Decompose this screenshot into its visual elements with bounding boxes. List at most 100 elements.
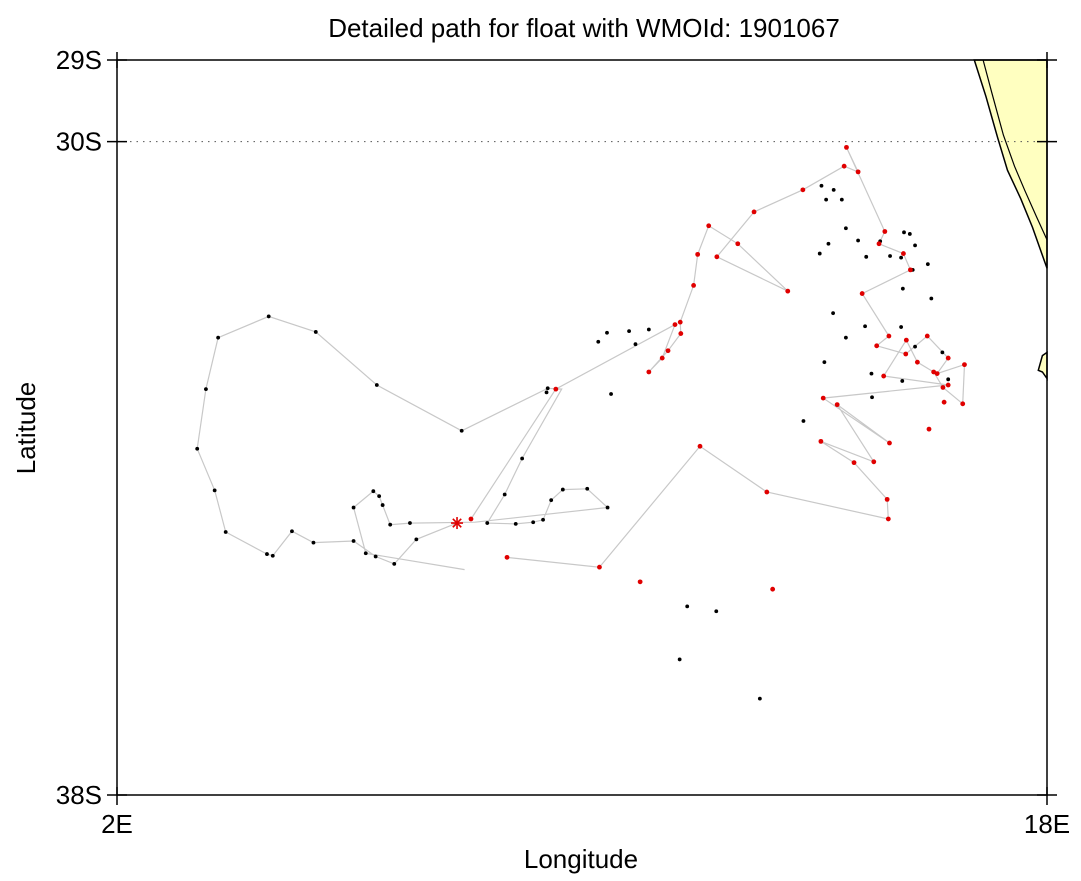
- position-point: [311, 540, 316, 545]
- position-point: [363, 551, 368, 556]
- position-point: [929, 296, 934, 301]
- position-point-red: [960, 401, 966, 407]
- position-point-red: [697, 443, 703, 449]
- plot-frame: [116, 59, 1048, 796]
- position-point: [374, 383, 379, 387]
- position-point-red: [874, 343, 880, 349]
- position-point: [392, 561, 397, 566]
- position-point: [856, 238, 860, 243]
- position-point: [373, 554, 378, 559]
- position-point: [888, 254, 892, 258]
- position-point-red: [714, 254, 720, 260]
- position-point-red: [841, 163, 847, 169]
- position-point: [371, 489, 376, 494]
- position-point-red: [785, 288, 791, 294]
- position-point: [869, 371, 874, 376]
- position-point: [843, 226, 848, 231]
- position-point-red: [665, 348, 671, 354]
- position-point-red: [941, 399, 947, 405]
- position-point: [531, 520, 536, 525]
- position-point: [902, 230, 906, 235]
- position-point: [864, 254, 869, 259]
- path-line-east: [470, 147, 966, 568]
- x-tick-label: 18E: [1024, 809, 1070, 839]
- y-tick-label: 38S: [56, 780, 102, 810]
- position-point: [843, 335, 848, 340]
- position-point-red: [844, 144, 849, 150]
- position-point-red: [764, 489, 770, 495]
- position-point: [940, 350, 945, 355]
- position-point: [822, 360, 827, 365]
- position-point: [900, 286, 905, 291]
- position-point-red: [504, 554, 510, 560]
- position-point: [502, 492, 507, 497]
- position-point: [925, 262, 930, 267]
- position-point: [204, 387, 208, 392]
- position-point: [541, 517, 545, 522]
- position-point: [831, 187, 836, 192]
- position-point: [544, 390, 549, 395]
- position-point-red: [903, 351, 909, 357]
- position-point-red: [646, 369, 652, 375]
- position-point-red: [597, 564, 602, 570]
- position-point-red: [881, 373, 887, 379]
- start-marker-stroke: [452, 518, 462, 528]
- land-island: [1037, 350, 1048, 381]
- position-point-red: [751, 209, 757, 215]
- position-point: [819, 183, 824, 188]
- position-point: [627, 329, 631, 334]
- position-point: [351, 539, 356, 543]
- position-point: [817, 251, 822, 256]
- position-point: [513, 521, 518, 526]
- position-point-red: [672, 322, 678, 327]
- position-point-red: [886, 333, 892, 339]
- position-point: [560, 487, 565, 492]
- position-point: [826, 241, 831, 246]
- position-point-red: [908, 267, 913, 273]
- position-point: [946, 377, 951, 382]
- position-point-red: [901, 251, 906, 256]
- position-point: [899, 255, 904, 260]
- position-point-red: [735, 241, 741, 247]
- position-point: [216, 335, 221, 340]
- position-point-red: [468, 516, 474, 522]
- y-tick-label: 29S: [56, 45, 102, 75]
- position-point-red: [770, 586, 776, 592]
- position-point: [839, 197, 844, 202]
- position-point-red: [945, 382, 951, 388]
- position-point: [585, 486, 590, 491]
- position-point: [290, 529, 294, 534]
- position-point-red: [926, 426, 932, 432]
- position-point: [863, 324, 867, 329]
- x-axis-label: Longitude: [524, 844, 638, 874]
- position-point: [714, 609, 719, 614]
- position-point-red: [871, 459, 877, 465]
- chart-title: Detailed path for float with WMOId: 1901…: [328, 13, 840, 43]
- y-tick-label: 30S: [56, 127, 102, 157]
- position-point: [414, 537, 419, 542]
- position-point: [459, 428, 464, 433]
- position-point-red: [931, 369, 937, 375]
- path-line-west: [196, 315, 609, 571]
- position-point: [609, 392, 613, 396]
- y-axis-label: Latitude: [11, 382, 41, 475]
- position-point-red: [945, 355, 951, 361]
- position-point-red: [885, 516, 891, 522]
- marker-layer: [195, 144, 967, 701]
- position-point: [485, 521, 490, 525]
- position-point-red: [818, 438, 824, 444]
- position-point-red: [940, 385, 946, 390]
- position-point: [388, 522, 393, 527]
- position-point: [549, 498, 554, 503]
- position-point: [801, 419, 806, 423]
- position-point: [596, 339, 601, 344]
- position-point-red: [553, 386, 559, 392]
- position-point: [646, 327, 651, 332]
- position-point-red: [876, 241, 882, 247]
- position-point: [907, 232, 912, 236]
- position-point-red: [706, 223, 712, 229]
- position-point-red: [914, 359, 920, 365]
- position-point: [545, 386, 550, 391]
